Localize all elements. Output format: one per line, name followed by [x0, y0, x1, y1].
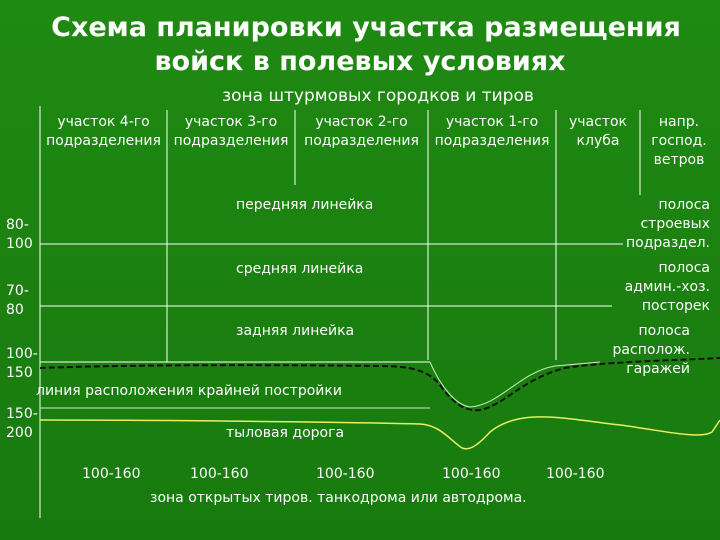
rear-road-label: тыловая дорога — [226, 425, 345, 441]
section-label-line: господ. — [651, 133, 707, 149]
front-line-label: передняя линейка — [236, 197, 374, 213]
distance-label: 150- 200 — [6, 405, 38, 443]
strip-label-admin: полоса админ.-хоз. посторек — [560, 259, 710, 316]
section-label-line: участок — [568, 114, 627, 130]
distance-label: 80- 100 — [6, 216, 33, 254]
rear-road — [39, 416, 720, 450]
strip-label-line: подраздел. — [626, 235, 710, 251]
strip-label-line: полоса — [658, 197, 710, 213]
distance-label-line: 150 — [6, 365, 33, 381]
building-line-label: линия расположения крайней постройки — [36, 383, 342, 399]
section-label-line: участок 2-го — [315, 114, 408, 130]
section-label-line: подразделения — [304, 133, 419, 149]
strip-label-line: посторек — [641, 298, 710, 314]
strip-label-line: полоса — [638, 323, 690, 339]
strip-label-line: располож. — [612, 342, 690, 358]
distance-label-line: 200 — [6, 425, 33, 441]
strip-label-line: полоса — [658, 260, 710, 276]
distance-label-line: 100- — [6, 346, 38, 362]
range-value: 100-160 — [82, 466, 141, 482]
distance-label: 100- 150 — [6, 345, 38, 383]
distance-label-line: 80- — [6, 217, 29, 233]
section-label-line: участок 3-го — [184, 114, 278, 130]
wind-direction-label: напр. господ. ветров — [640, 113, 718, 170]
strip-label-line: строевых — [640, 216, 710, 232]
section-label-line: участок 1-го — [445, 114, 539, 130]
middle-line-label: средняя линейка — [236, 261, 364, 277]
section-label-line: подразделения — [434, 133, 550, 149]
strip-label-line: гаражей — [626, 361, 690, 377]
range-value: 100-160 — [442, 466, 501, 482]
title-line-1: Схема планировки участка размещения — [51, 12, 681, 43]
building-line — [39, 357, 720, 412]
open-ranges-zone-label: зона открытых тиров. танкодрома или авто… — [150, 490, 527, 506]
section-label-1: участок 1-го подразделения — [428, 113, 556, 151]
distance-label: 70- 80 — [6, 282, 29, 320]
distance-label-line: 100 — [6, 236, 33, 252]
section-label-line: клуба — [576, 133, 620, 149]
distance-label-line: 80 — [6, 302, 24, 318]
title-line-2: войск в полевых условиях — [154, 46, 566, 77]
section-label-line: участок 4-го — [57, 114, 150, 130]
section-label-4: участок 4-го подразделения — [40, 113, 167, 151]
strip-label-line: админ.-хоз. — [624, 279, 710, 295]
strip-label-garages: полоса располож. гаражей — [540, 322, 690, 379]
section-label-line: подразделения — [46, 133, 161, 149]
distance-label-line: 70- — [6, 283, 29, 299]
rear-line-label: задняя линейка — [236, 323, 355, 339]
range-value: 100-160 — [190, 466, 249, 482]
section-label-line: напр. — [658, 114, 700, 130]
section-label-club: участок клуба — [556, 113, 640, 151]
range-value: 100-160 — [316, 466, 375, 482]
section-label-line: подразделения — [173, 133, 289, 149]
range-value: 100-160 — [546, 466, 605, 482]
distance-label-line: 150- — [6, 406, 38, 422]
section-label-line: ветров — [653, 152, 705, 168]
section-label-3: участок 3-го подразделения — [167, 113, 295, 151]
zone-subtitle: зона штурмовых городков и тиров — [222, 86, 534, 106]
strip-label-drill: полоса строевых подраздел. — [560, 196, 710, 253]
rear-line-outline — [429, 361, 601, 408]
section-label-2: участок 2-го подразделения — [295, 113, 428, 151]
